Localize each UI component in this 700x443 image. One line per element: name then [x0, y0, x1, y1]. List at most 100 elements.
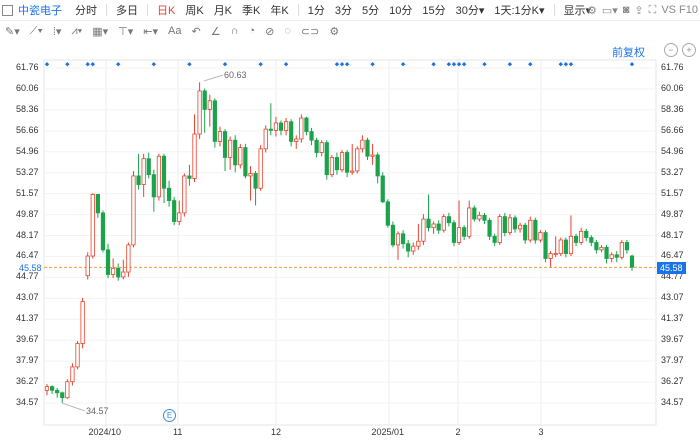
candle-body [238, 147, 243, 166]
candle-body [345, 152, 350, 173]
candle-body [304, 117, 309, 132]
draw-tool-icon[interactable]: ◌ [284, 25, 291, 37]
period-tab[interactable]: 月K [213, 5, 233, 17]
candle-body [462, 227, 467, 237]
signal-marker [85, 62, 90, 67]
event-badge[interactable]: E [163, 409, 176, 422]
candle-body [70, 366, 75, 383]
candle-body [370, 154, 375, 157]
y-tick-label: 51.57 [661, 187, 684, 198]
candle-body [100, 212, 106, 251]
period-tab[interactable]: 3分 [334, 5, 352, 17]
candle-body [309, 131, 314, 141]
signal-marker [339, 62, 345, 67]
candle-body [360, 139, 365, 150]
candle-body [44, 386, 50, 391]
candle-body [568, 235, 574, 254]
candle-body [329, 157, 334, 176]
separator [147, 4, 148, 16]
draw-tool-icon[interactable]: ⩘▾ [71, 24, 83, 37]
signal-marker [258, 62, 263, 67]
current-price-left: 45.58 [19, 263, 42, 273]
settings-icon[interactable]: ⚙ [586, 4, 597, 17]
stock-name[interactable]: 中瓷电子 [18, 5, 62, 17]
draw-tool-icon[interactable]: ↶ [191, 25, 201, 38]
y-tick-label: 39.67 [661, 334, 684, 345]
candle-body [177, 212, 182, 222]
draw-tool-icon[interactable]: ⁞▾ [52, 25, 62, 38]
period-tab[interactable]: 5分 [361, 5, 380, 17]
period-tab[interactable]: 季K [242, 5, 261, 17]
period-tab[interactable]: 年K [270, 5, 289, 17]
draw-tool-icon[interactable]: ∠ [210, 25, 221, 38]
fullscreen-icon[interactable]: ⛶ [648, 3, 657, 16]
x-tick-label: 2024/10 [88, 427, 122, 437]
candle-body [319, 142, 324, 153]
y-tick-label: 34.57 [661, 397, 684, 407]
low-leader-line [61, 402, 86, 412]
draw-tool-icon[interactable]: ⟋▾ [29, 24, 43, 37]
draw-tool-icon[interactable]: ⇤▾ [143, 25, 159, 38]
y-tick-label: 60.06 [16, 82, 39, 93]
camera-icon[interactable]: ◙ [622, 4, 630, 16]
candle-body [441, 216, 446, 231]
draw-tool-icon[interactable]: ⊤▾ [118, 25, 134, 38]
period-tab[interactable]: 分时 [75, 5, 97, 17]
candle-body [431, 223, 436, 229]
draw-tool-icon[interactable]: ◔ [248, 25, 256, 37]
period-tab[interactable]: 日K [157, 5, 176, 17]
period-tab[interactable]: 多日 [116, 5, 138, 17]
candle-body [334, 157, 340, 171]
display-dropdown[interactable]: 显示▾ [563, 5, 592, 17]
signal-marker [334, 62, 340, 67]
share-icon[interactable]: ⇪ [634, 4, 644, 17]
candle-body [85, 255, 90, 277]
candle-body [65, 381, 70, 399]
signal-marker [461, 62, 467, 67]
y-tick-label: 54.96 [16, 145, 39, 156]
draw-tool-icon[interactable]: ▦▾ [92, 25, 109, 38]
period-tab[interactable]: 15分 [422, 5, 446, 17]
checkbox[interactable] [2, 4, 13, 16]
candle-body [538, 232, 543, 241]
candle-body [197, 90, 202, 135]
candle-body [619, 242, 624, 258]
candle-body [573, 235, 579, 243]
period-tab[interactable]: 30分▾ [455, 5, 485, 17]
plus-icon[interactable]: + [682, 43, 696, 57]
x-tick-label: 2 [455, 427, 461, 437]
candle-body [517, 224, 523, 230]
draw-tool-icon[interactable]: ⚙ [329, 25, 340, 38]
minus-icon[interactable]: − [664, 43, 678, 57]
candle-body [548, 253, 553, 259]
signal-marker [629, 62, 635, 67]
candle-body [146, 158, 151, 176]
draw-tool-icon[interactable]: ∩ [230, 25, 239, 37]
candle-body [156, 155, 162, 198]
period-tab[interactable]: 1分 [307, 5, 325, 17]
period-tab[interactable]: 周K [185, 5, 204, 17]
candle-body [395, 233, 401, 246]
restore-adjust-button[interactable]: 前复权 [612, 47, 645, 59]
draw-tool-icon[interactable]: Aa [168, 25, 182, 37]
signal-marker [482, 62, 487, 67]
draw-tool-icon[interactable]: ✎▾ [5, 25, 20, 38]
draw-tool-icon[interactable]: ⊘ [265, 25, 275, 38]
draw-tool-icon[interactable]: ⊂⊃ [300, 25, 320, 38]
y-tick-label: 41.37 [661, 313, 684, 324]
window-icon[interactable]: ▭▾ [601, 4, 618, 17]
period-tab[interactable]: 10分 [389, 5, 413, 17]
vs-f10-link[interactable]: VS F10 [661, 4, 698, 16]
period-tabs: 分时 多日 日K 周K 月K 季K 年K 1分 3分 5分 10分 15分 30分▾ 1天:1分K▾ [70, 2, 559, 18]
candle-body [339, 152, 345, 171]
signal-marker [151, 62, 157, 67]
candle-body [558, 239, 563, 254]
period-toolbar: 中瓷电子 分时 多日 日K 周K 月K 季K 年K 1分 3分 5分 10分 15分 30分▾ 1天:1分… [0, 0, 700, 21]
candle-body [416, 240, 421, 247]
signal-marker [344, 62, 350, 67]
candle-body [456, 227, 462, 243]
y-tick-label: 61.76 [16, 62, 39, 72]
candle-body [446, 216, 451, 224]
period-tab[interactable]: 1天:1分K▾ [494, 5, 545, 17]
